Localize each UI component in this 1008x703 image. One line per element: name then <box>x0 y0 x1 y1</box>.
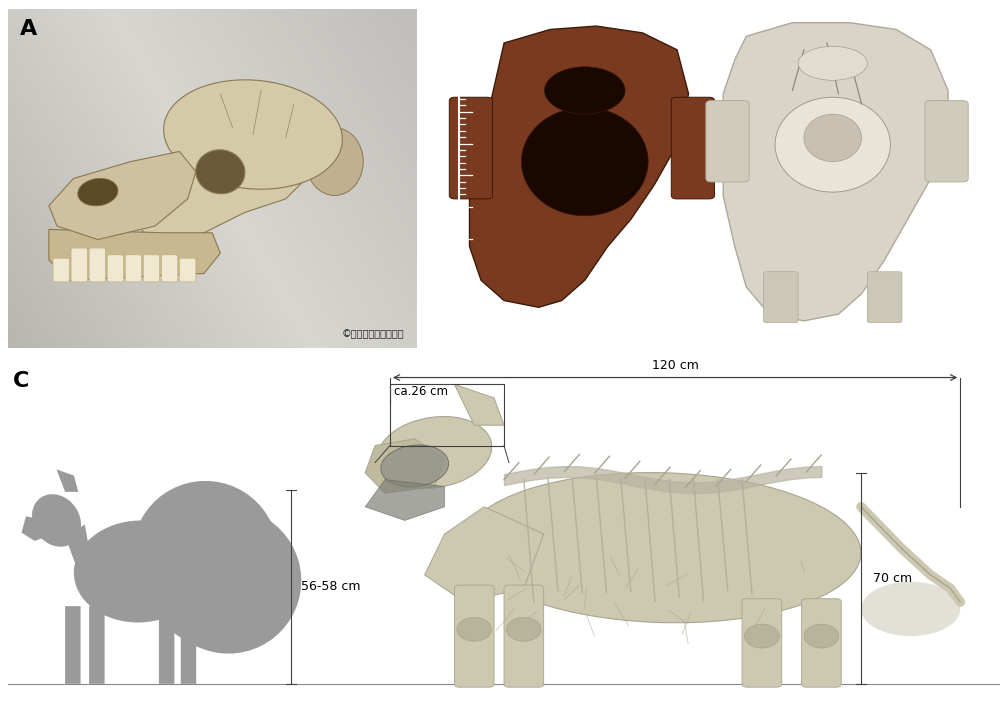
Polygon shape <box>139 165 306 246</box>
Text: C: C <box>13 370 29 391</box>
FancyBboxPatch shape <box>706 101 749 182</box>
FancyBboxPatch shape <box>143 254 159 282</box>
Polygon shape <box>48 151 196 240</box>
Ellipse shape <box>74 520 205 622</box>
Ellipse shape <box>745 624 779 648</box>
Ellipse shape <box>544 67 625 114</box>
Ellipse shape <box>861 581 961 636</box>
FancyBboxPatch shape <box>925 101 969 182</box>
Ellipse shape <box>465 472 861 623</box>
Ellipse shape <box>798 46 867 80</box>
FancyBboxPatch shape <box>455 585 494 687</box>
Polygon shape <box>470 26 688 307</box>
Ellipse shape <box>804 624 839 648</box>
Polygon shape <box>723 22 949 321</box>
Text: B: B <box>444 19 461 39</box>
FancyBboxPatch shape <box>179 258 196 282</box>
Ellipse shape <box>381 445 449 487</box>
FancyBboxPatch shape <box>66 606 81 684</box>
FancyBboxPatch shape <box>504 585 543 687</box>
Polygon shape <box>21 517 52 541</box>
FancyBboxPatch shape <box>53 258 70 282</box>
FancyBboxPatch shape <box>71 248 88 282</box>
FancyBboxPatch shape <box>763 272 798 323</box>
FancyBboxPatch shape <box>89 606 105 684</box>
FancyBboxPatch shape <box>89 248 106 282</box>
Polygon shape <box>424 507 543 602</box>
FancyBboxPatch shape <box>107 254 124 282</box>
FancyBboxPatch shape <box>161 254 177 282</box>
Polygon shape <box>66 524 92 572</box>
Ellipse shape <box>163 80 343 189</box>
Text: ©国立歴史民俗博物館: ©国立歴史民俗博物館 <box>342 330 404 340</box>
Ellipse shape <box>32 494 81 547</box>
FancyBboxPatch shape <box>450 97 493 199</box>
FancyBboxPatch shape <box>125 254 141 282</box>
Polygon shape <box>365 439 445 494</box>
FancyBboxPatch shape <box>159 606 174 684</box>
Ellipse shape <box>457 617 492 641</box>
FancyArrowPatch shape <box>206 554 229 581</box>
FancyBboxPatch shape <box>801 599 842 687</box>
Ellipse shape <box>377 417 492 489</box>
Ellipse shape <box>306 128 363 195</box>
Text: 120 cm: 120 cm <box>651 359 699 372</box>
FancyBboxPatch shape <box>742 599 782 687</box>
Text: 56-58 cm: 56-58 cm <box>300 580 360 593</box>
Ellipse shape <box>506 617 541 641</box>
Polygon shape <box>365 479 445 520</box>
Polygon shape <box>56 470 79 492</box>
FancyBboxPatch shape <box>671 97 715 199</box>
Polygon shape <box>455 385 504 425</box>
Text: 70 cm: 70 cm <box>873 572 912 585</box>
Text: ca.26 cm: ca.26 cm <box>394 385 448 398</box>
Ellipse shape <box>196 150 245 194</box>
Text: A: A <box>20 19 37 39</box>
FancyBboxPatch shape <box>867 272 902 323</box>
Ellipse shape <box>521 108 648 216</box>
Ellipse shape <box>78 179 118 206</box>
Ellipse shape <box>775 97 890 192</box>
Polygon shape <box>48 229 221 280</box>
FancyBboxPatch shape <box>180 606 197 684</box>
Ellipse shape <box>804 114 862 162</box>
